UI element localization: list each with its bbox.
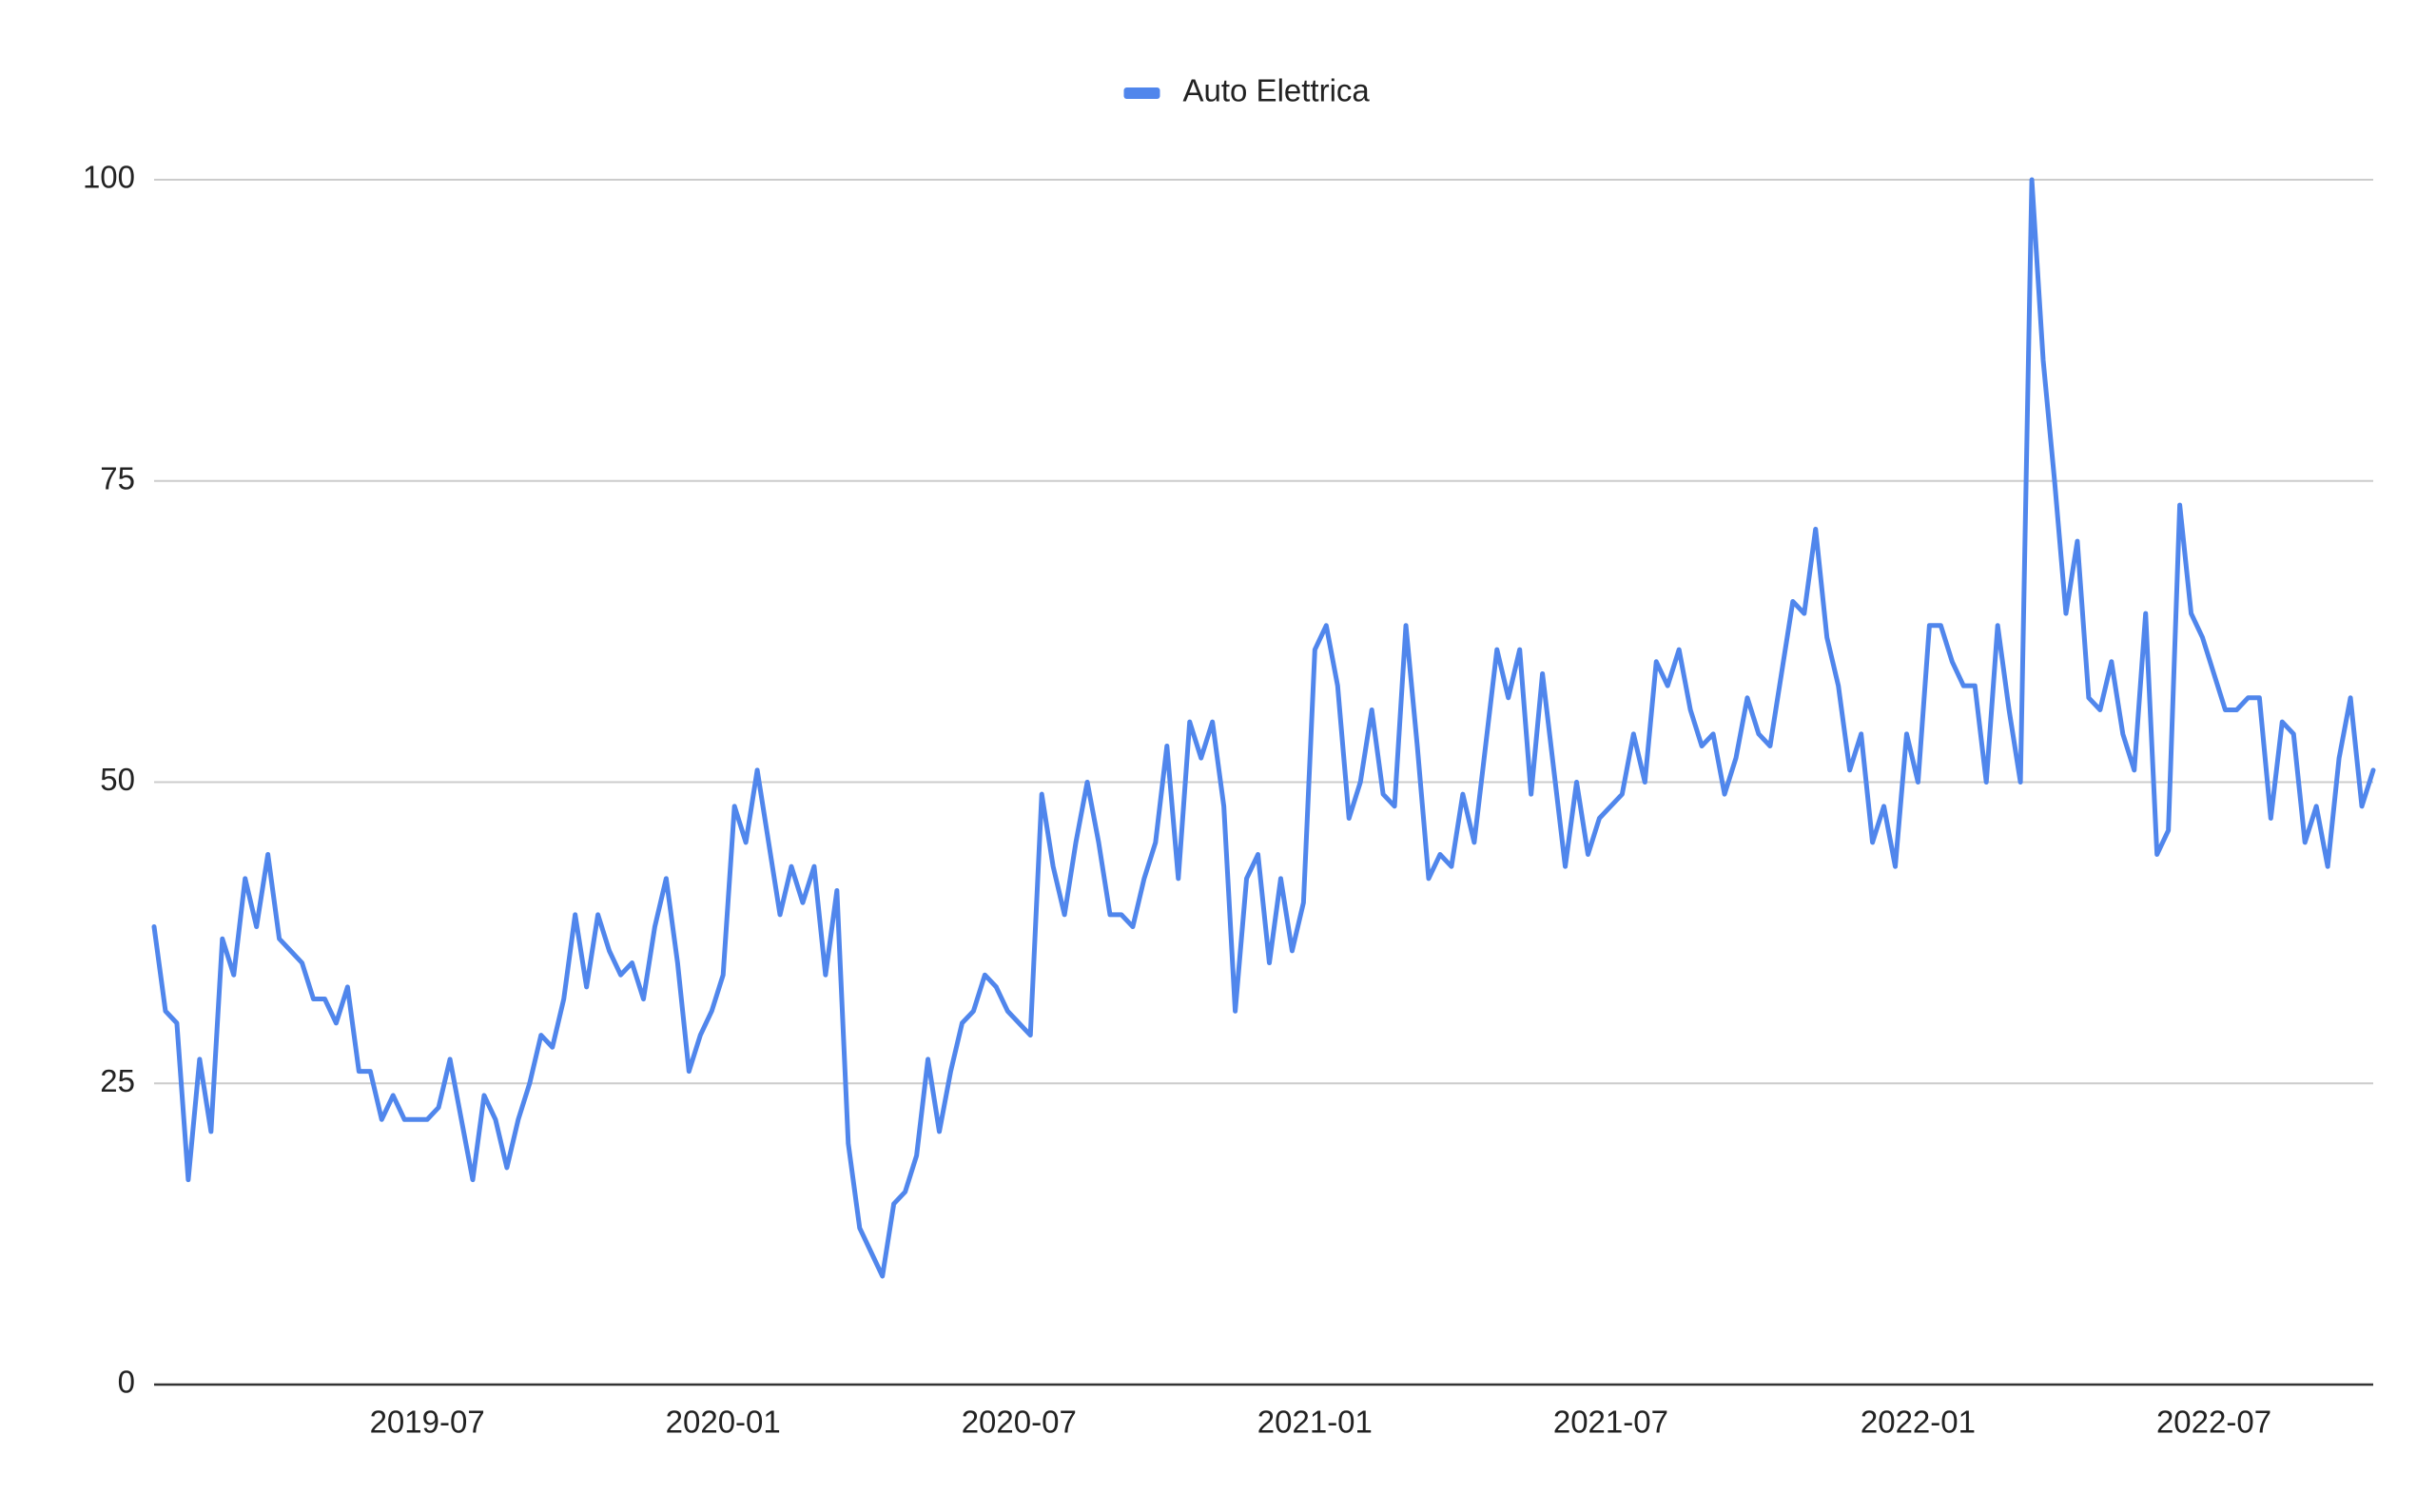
y-tick-label: 25 xyxy=(100,1063,135,1098)
y-tick-label: 75 xyxy=(100,460,135,495)
x-tick-label: 2020-07 xyxy=(962,1405,1077,1440)
y-tick-label: 50 xyxy=(100,762,135,797)
legend-label: Auto Elettrica xyxy=(1183,73,1371,108)
legend-swatch xyxy=(1123,87,1160,99)
x-tick-label: 2019-07 xyxy=(370,1405,485,1440)
data-line xyxy=(151,177,2376,1279)
x-tick-label: 2022-07 xyxy=(2156,1405,2271,1440)
x-tick-label: 2021-01 xyxy=(1257,1405,1373,1440)
x-tick-label: 2022-01 xyxy=(1861,1405,1976,1440)
x-tick-label: 2020-01 xyxy=(666,1405,781,1440)
y-tick-label: 100 xyxy=(83,160,135,195)
x-tick-label: 2021-07 xyxy=(1553,1405,1668,1440)
y-tick-label: 0 xyxy=(118,1365,135,1400)
